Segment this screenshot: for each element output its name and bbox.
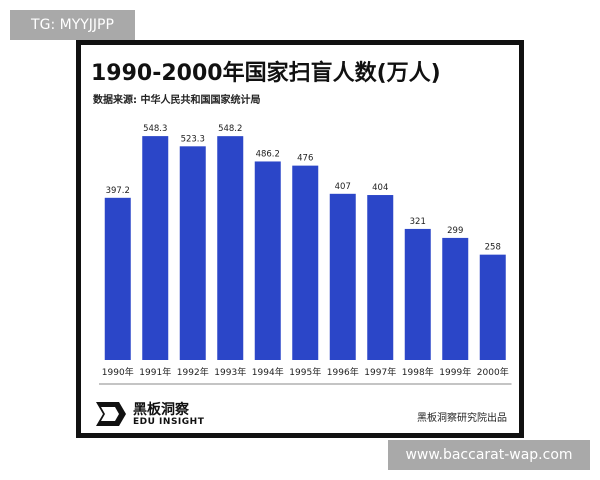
category-label-6: 1996年: [327, 366, 359, 378]
category-label-10: 2000年: [477, 366, 509, 378]
bar-1: [142, 136, 169, 360]
watermark-top: TG: MYYJJPP: [10, 10, 135, 40]
category-label-0: 1990年: [102, 366, 134, 378]
watermark-bottom: www.baccarat-wap.com: [388, 440, 590, 470]
logo-mark-icon: [96, 402, 126, 426]
data-source: 数据来源: 中华人民共和国国家统计局: [93, 95, 261, 106]
value-label-2: 523.3: [181, 134, 205, 144]
bar-4: [254, 161, 281, 360]
bar-0: [104, 197, 131, 360]
bar-2: [179, 146, 206, 360]
category-label-1: 1991年: [139, 366, 171, 378]
edu-insight-logo: 黑板洞察 EDU INSIGHT: [95, 399, 215, 431]
category-label-9: 1999年: [439, 366, 471, 378]
category-label-2: 1992年: [177, 366, 209, 378]
bar-chart: 397.2 1990年 548.3 1991年 523.3 1992年 548.2 1993年…: [99, 124, 512, 385]
logo-name-cn: 黑板洞察: [133, 402, 189, 418]
value-label-6: 407: [335, 182, 351, 192]
chart-title: 1990-2000年国家扫盲人数(万人): [91, 61, 441, 86]
value-label-4: 486.2: [256, 149, 280, 159]
category-label-3: 1993年: [214, 366, 246, 378]
publisher-credit: 黑板洞察研究院出品: [417, 413, 507, 424]
bar-10: [479, 254, 506, 360]
value-label-8: 321: [410, 217, 426, 227]
value-label-5: 476: [297, 154, 313, 164]
category-label-8: 1998年: [402, 366, 434, 378]
chart-card: 1990-2000年国家扫盲人数(万人) 数据来源: 中华人民共和国国家统计局 …: [76, 40, 524, 438]
bar-5: [292, 165, 319, 360]
category-label-5: 1995年: [289, 366, 321, 378]
bar-9: [442, 237, 469, 360]
logo-name-en: EDU INSIGHT: [133, 417, 205, 427]
bar-3: [217, 136, 244, 360]
category-label-4: 1994年: [252, 366, 284, 378]
value-label-7: 404: [372, 183, 388, 193]
value-label-1: 548.3: [143, 124, 167, 134]
bar-6: [329, 193, 356, 360]
bar-8: [404, 228, 431, 360]
value-label-0: 397.2: [106, 186, 130, 196]
value-label-10: 258: [485, 243, 501, 253]
bar-7: [367, 195, 394, 360]
category-label-7: 1997年: [364, 366, 396, 378]
value-label-9: 299: [447, 226, 463, 236]
value-label-3: 548.2: [218, 124, 242, 134]
